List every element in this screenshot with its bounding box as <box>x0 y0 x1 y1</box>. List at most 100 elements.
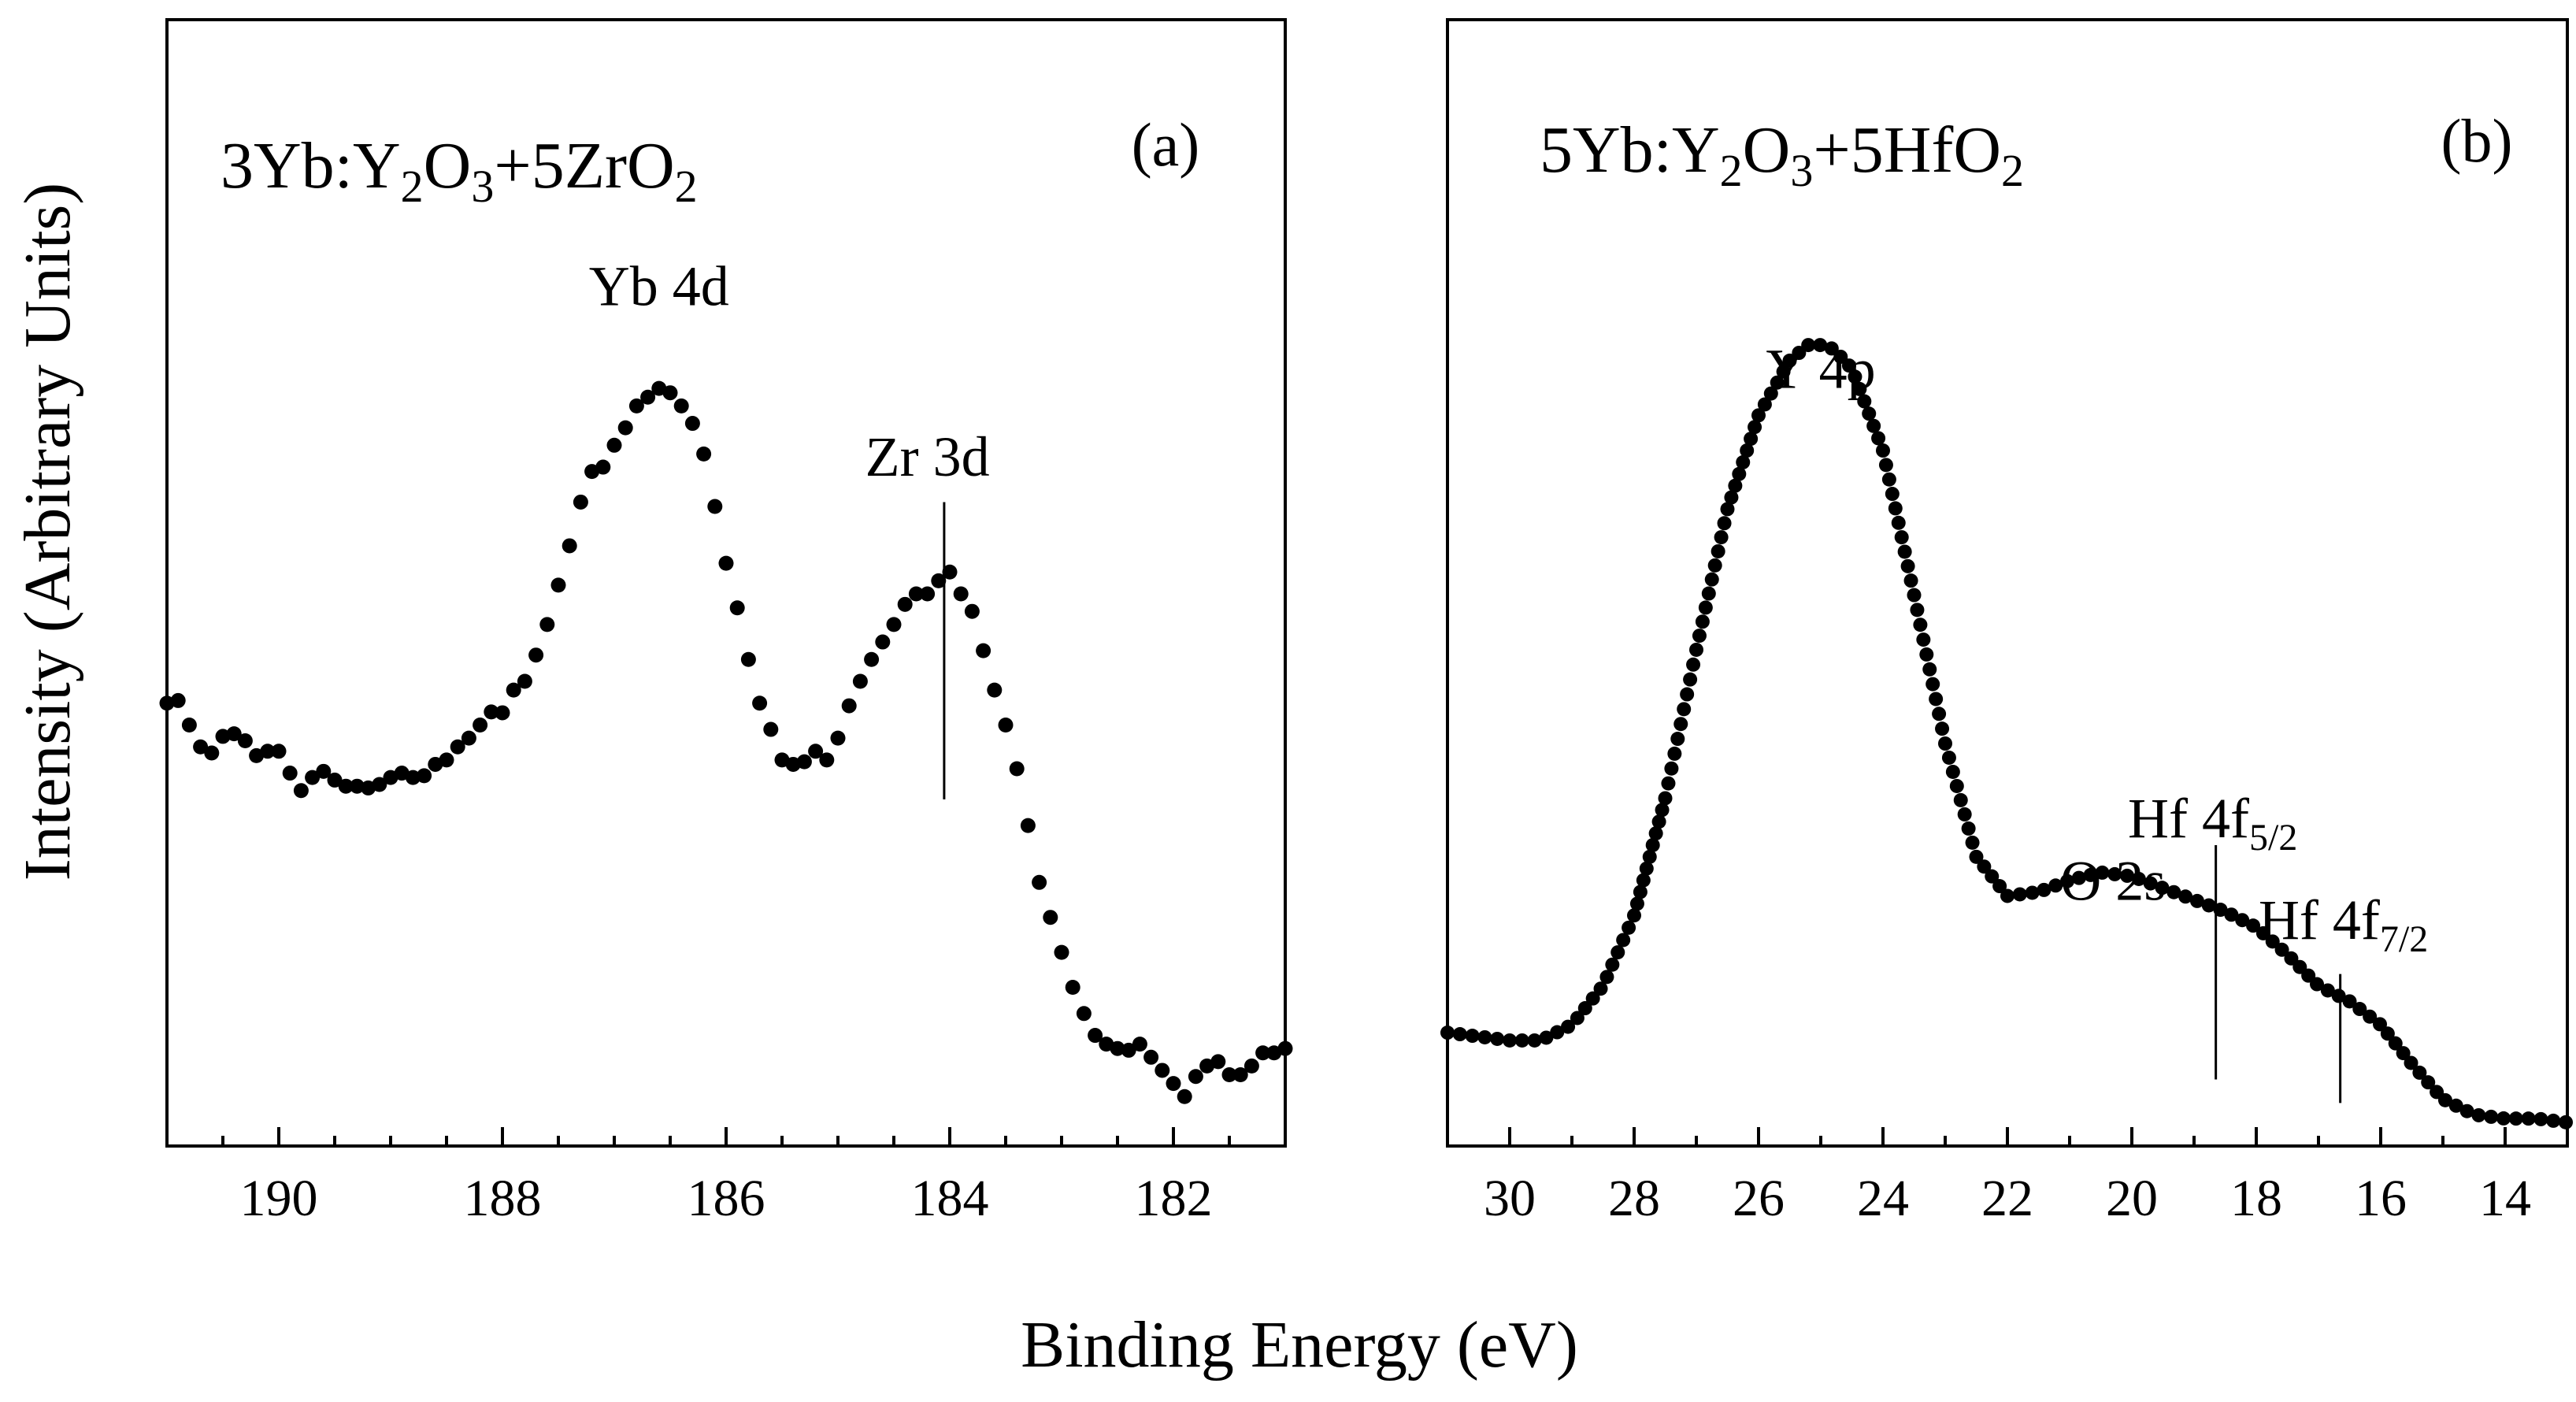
data-point <box>2437 1092 2452 1107</box>
data-point <box>338 778 354 794</box>
data-point <box>2000 888 2014 903</box>
hf-4f52-label: Hf 4f5/2 <box>2128 787 2297 859</box>
hf-4f52-label-sub: 5/2 <box>2249 817 2297 859</box>
data-point <box>1941 750 1956 765</box>
data-point <box>327 772 343 788</box>
data-point <box>2310 977 2325 992</box>
data-point <box>2083 867 2098 882</box>
data-point <box>2255 925 2270 940</box>
data-point <box>215 729 231 744</box>
data-point <box>1020 818 1036 833</box>
data-point <box>1965 835 1980 850</box>
panel-a-title-part: +5ZrO <box>494 129 674 202</box>
x-tick-label: 184 <box>911 1170 989 1227</box>
panel-b-label: (b) <box>2441 106 2513 175</box>
data-point <box>1695 614 1710 629</box>
data-point <box>2107 866 2122 881</box>
data-point <box>1903 573 1918 588</box>
data-point <box>1878 458 1893 473</box>
data-point <box>852 673 868 689</box>
data-point <box>1957 807 1972 822</box>
data-point <box>1561 1019 1576 1034</box>
data-point <box>1857 394 1872 409</box>
data-point <box>562 538 577 554</box>
data-point <box>1277 1040 1293 1056</box>
data-point <box>987 682 1003 698</box>
data-point <box>1932 707 1947 721</box>
data-point <box>908 586 924 602</box>
data-point <box>1985 869 2000 884</box>
data-point <box>1770 375 1785 390</box>
data-point <box>2508 1111 2523 1126</box>
hf-4f52-label-main: Hf 4f <box>2128 787 2249 850</box>
data-point <box>1255 1045 1271 1061</box>
data-point <box>1862 406 1877 421</box>
data-point <box>1577 1001 1592 1016</box>
data-point <box>506 682 521 698</box>
x-tick-label: 190 <box>240 1170 318 1227</box>
data-point <box>875 634 891 650</box>
data-point <box>2201 898 2216 913</box>
data-point <box>1833 349 1848 364</box>
data-point <box>2246 918 2261 933</box>
data-point <box>1824 341 1839 356</box>
data-point <box>1465 1029 1480 1044</box>
data-point <box>1639 861 1654 876</box>
data-point <box>1121 1042 1136 1058</box>
data-point <box>1043 910 1058 925</box>
data-point <box>1900 558 1915 573</box>
panel-b-title-part: +5HfO <box>1813 113 2001 187</box>
data-point <box>2037 882 2052 897</box>
data-point <box>1065 980 1080 995</box>
data-point <box>718 555 734 571</box>
data-point <box>1642 849 1657 864</box>
data-point <box>1748 420 1762 435</box>
data-point <box>1977 859 1992 874</box>
panel-b-title-sub: 3 <box>1790 145 1813 196</box>
panel-a-title-sub: 3 <box>471 161 494 212</box>
data-point <box>1188 1069 1203 1085</box>
data-point <box>1707 558 1722 573</box>
data-point <box>841 698 857 714</box>
panel-b: 30 28 26 24 22 20 18 16 14 Y 4pO 2s 5Yb:Y2O3+5Hf… <box>1440 18 2574 1227</box>
data-point <box>1514 1033 1529 1048</box>
x-axis-label: Binding Energy (eV) <box>1021 1308 1578 1382</box>
data-point <box>673 398 689 414</box>
data-point <box>1610 945 1625 960</box>
data-point <box>495 705 510 721</box>
data-point <box>707 499 723 514</box>
data-point <box>1763 386 1778 401</box>
data-point <box>1897 544 1912 559</box>
data-point <box>1593 981 1608 996</box>
data-point <box>2178 889 2193 904</box>
data-point <box>1232 1067 1248 1082</box>
data-point <box>2533 1111 2548 1126</box>
data-point <box>1132 1037 1147 1052</box>
data-point <box>1724 490 1739 505</box>
data-point <box>1776 364 1791 379</box>
data-point <box>226 726 242 742</box>
data-point <box>1751 408 1766 423</box>
data-point <box>1670 732 1685 747</box>
data-point <box>2060 873 2075 888</box>
data-point <box>1848 369 1863 384</box>
data-point <box>1054 944 1069 960</box>
hf-4f72-label-main: Hf 4f <box>2259 888 2380 951</box>
data-point <box>1452 1027 1467 1042</box>
data-point <box>1673 717 1688 732</box>
data-point <box>729 600 745 616</box>
panel-b-title-part: 5Yb:Y <box>1540 113 1720 187</box>
data-point <box>684 416 700 432</box>
data-point <box>1916 632 1931 647</box>
data-point <box>1629 896 1644 911</box>
data-point <box>953 586 969 602</box>
data-point <box>1539 1030 1554 1045</box>
data-point <box>1894 530 1909 545</box>
panel-a-title: 3Yb:Y2O3+5ZrO2 <box>221 129 698 212</box>
data-point <box>305 770 321 785</box>
data-point <box>1689 642 1703 657</box>
data-point <box>484 704 499 720</box>
data-point <box>2189 893 2204 908</box>
panel-a-labels: Yb 4d Zr 3d <box>589 255 990 488</box>
panel-b-labels: Y 4p O 2s <box>1766 338 2166 913</box>
